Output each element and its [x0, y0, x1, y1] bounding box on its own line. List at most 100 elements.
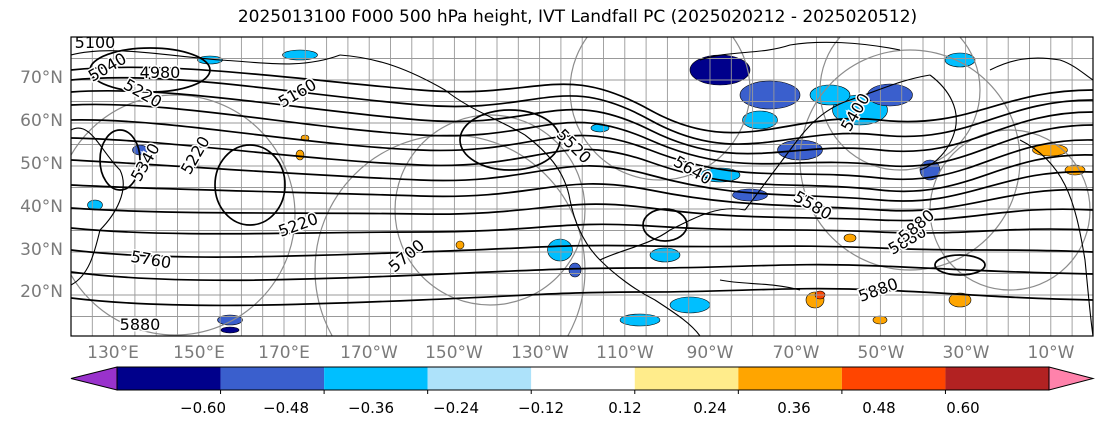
colorbar-tick-label: −0.36 [348, 399, 394, 417]
colorbar-swatch [220, 367, 325, 390]
lon-label: 150°E [173, 343, 225, 363]
height-contour [71, 244, 1093, 258]
colorbar-tick-label: 0.48 [862, 399, 896, 417]
coastline [524, 134, 701, 336]
colorbar-tick-label: 0.60 [946, 399, 980, 417]
height-contour [71, 183, 1093, 212]
height-contour [71, 66, 1093, 134]
ivt-patch [282, 49, 318, 61]
lat-label: 30°N [20, 240, 63, 260]
height-contour [71, 103, 1093, 168]
lon-label: 170°E [258, 343, 310, 363]
colorbar [70, 366, 1095, 394]
ivt-patch [217, 314, 243, 326]
lon-label: 130°E [87, 343, 139, 363]
closed-contour [934, 254, 986, 276]
ivt-patch [843, 233, 857, 243]
colorbar-swatch [427, 367, 532, 390]
closed-contour [642, 208, 688, 242]
colorbar-extend-low [70, 366, 118, 391]
colorbar-tick-label: −0.60 [180, 399, 226, 417]
closed-contour [459, 109, 561, 171]
colorbar-swatch [738, 367, 842, 390]
ivt-patch [739, 80, 801, 110]
lon-label: 10°W [1027, 343, 1075, 363]
ivt-patch [649, 247, 681, 263]
coastline [744, 74, 931, 211]
ivt-patch [742, 110, 778, 130]
ivt-patch [689, 54, 751, 86]
map-title: 2025013100 F000 500 hPa height, IVT Land… [237, 7, 918, 27]
lon-label: 90°W [686, 343, 734, 363]
lon-label: 110°W [596, 343, 654, 363]
range-circle [819, 37, 981, 171]
height-contour [71, 287, 1093, 307]
colorbar-swatch [531, 367, 635, 390]
lon-label: 50°W [857, 343, 905, 363]
ivt-patch [455, 240, 465, 250]
contour-label: 5880 [120, 315, 161, 334]
ivt-patch [568, 262, 582, 278]
coastline [599, 208, 746, 261]
ivt-patch [295, 149, 305, 161]
ivt-patch [220, 326, 240, 334]
lat-label: 40°N [20, 197, 63, 217]
lat-label: 50°N [20, 154, 63, 174]
coastline [339, 54, 526, 136]
colorbar-tick-label: −0.24 [433, 399, 479, 417]
colorbar-extend-high [1048, 366, 1095, 391]
colorbar-swatch [117, 367, 221, 390]
lon-label: 170°W [340, 343, 398, 363]
ivt-patch [1064, 164, 1086, 176]
closed-contour [89, 47, 211, 93]
height-contour [71, 203, 1093, 222]
coastline [71, 50, 341, 65]
ivt-patch [732, 188, 768, 202]
range-circle [569, 37, 751, 181]
height-contour [71, 137, 1093, 193]
coastline [71, 127, 124, 286]
colorbar-tick-label: 0.36 [777, 399, 811, 417]
height-contour [71, 159, 1093, 202]
lon-label: 30°W [942, 343, 990, 363]
colorbar-swatch [634, 367, 739, 390]
range-circle [394, 114, 586, 306]
ivt-patch [619, 313, 661, 327]
colorbar-tick-label: −0.48 [263, 399, 309, 417]
closed-contour [99, 129, 141, 191]
ivt-patch [867, 83, 913, 107]
range-circle [799, 49, 1021, 271]
colorbar-swatch [945, 367, 1049, 390]
lon-label: 150°W [425, 343, 483, 363]
colorbar-swatch [324, 367, 428, 390]
lat-label: 60°N [20, 111, 63, 131]
colorbar-tick-label: 0.12 [608, 399, 642, 417]
graticule [71, 37, 1093, 336]
coastline [989, 57, 1093, 81]
coastline [699, 41, 901, 61]
coastline [719, 279, 801, 291]
height-contour [71, 119, 1093, 181]
contour-label: 4980 [140, 63, 181, 82]
contour-label: 5100 [75, 33, 116, 52]
colorbar-tick-label: −0.12 [518, 399, 564, 417]
height-contour [71, 76, 1093, 145]
coastlines [71, 41, 1093, 336]
colorbar-swatch [841, 367, 946, 390]
ivt-patch [944, 52, 976, 68]
map-frame [70, 36, 1094, 337]
lat-label: 20°N [20, 282, 63, 302]
range-circle [71, 94, 296, 336]
height-contours [71, 47, 1093, 307]
colorbar-outline [116, 366, 1050, 391]
ivt-patch [669, 296, 711, 314]
closed-contour [214, 144, 286, 226]
lon-label: 130°W [511, 343, 569, 363]
colorbar-tick-label: 0.24 [693, 399, 727, 417]
lat-label: 70°N [20, 68, 63, 88]
height-contour [71, 223, 1093, 235]
height-contour [71, 89, 1093, 155]
lon-label: 70°W [772, 343, 820, 363]
